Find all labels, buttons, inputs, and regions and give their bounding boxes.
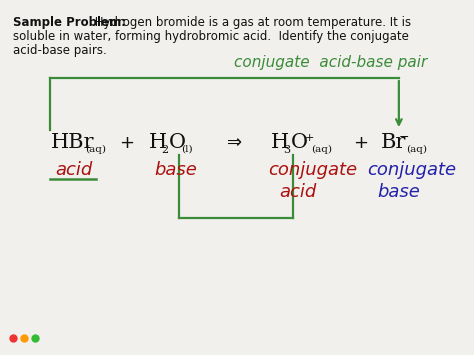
Text: base: base (154, 161, 197, 179)
Text: conjugate  acid-base pair: conjugate acid-base pair (234, 55, 427, 70)
Text: 2: 2 (161, 145, 168, 155)
Text: 3: 3 (283, 145, 291, 155)
Text: +: + (353, 134, 368, 152)
Text: base: base (378, 183, 420, 201)
Text: conjugate: conjugate (367, 161, 456, 179)
Text: soluble in water, forming hydrobromic acid.  Identify the conjugate: soluble in water, forming hydrobromic ac… (13, 30, 409, 43)
Text: +: + (304, 133, 314, 143)
Text: (l): (l) (182, 145, 193, 154)
Text: acid: acid (280, 183, 317, 201)
Text: Hydrogen bromide is a gas at room temperature. It is: Hydrogen bromide is a gas at room temper… (91, 16, 411, 29)
Text: conjugate: conjugate (268, 161, 357, 179)
Text: ⇒: ⇒ (228, 134, 243, 152)
Text: HBr: HBr (50, 133, 94, 152)
Text: (aq): (aq) (85, 145, 106, 154)
Text: acid-base pairs.: acid-base pairs. (13, 44, 107, 57)
Text: O: O (291, 133, 308, 152)
Text: Br: Br (381, 133, 406, 152)
Text: (aq): (aq) (311, 145, 332, 154)
Text: −: − (399, 131, 410, 144)
Text: Sample Problem:: Sample Problem: (13, 16, 126, 29)
Text: (aq): (aq) (406, 145, 427, 154)
Text: H: H (271, 133, 289, 152)
Text: acid: acid (55, 161, 92, 179)
Text: O: O (169, 133, 186, 152)
Text: +: + (119, 134, 134, 152)
Text: H: H (148, 133, 167, 152)
